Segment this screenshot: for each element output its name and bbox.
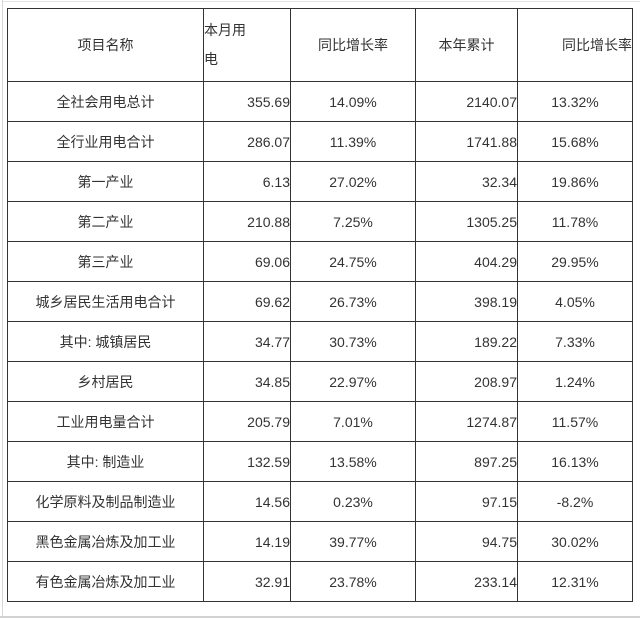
cell-project-name: 其中: 城镇居民 (7, 321, 204, 362)
cell-month-usage: 132.59 (203, 441, 291, 482)
cell-ytd-total: 1741.88 (415, 121, 518, 162)
cell-ytd-total: 2140.07 (415, 81, 518, 122)
cell-ytd-total: 32.34 (415, 161, 518, 202)
cell-project-name: 有色金属冶炼及加工业 (7, 561, 204, 602)
cell-ytd-total: 1274.87 (415, 401, 518, 442)
container-top-edge (2, 1, 640, 2)
cell-month-usage: 32.91 (203, 561, 291, 602)
cell-month-usage: 6.13 (203, 161, 291, 202)
table-row: 化学原料及制品制造业 14.56 0.23% 97.15 -8.2% (7, 481, 633, 522)
cell-project-name: 全社会用电总计 (7, 81, 204, 122)
cell-ytd-total: 1305.25 (415, 201, 518, 242)
cell-project-name: 第一产业 (7, 161, 204, 202)
cell-yoy-growth-2: 15.68% (517, 121, 633, 162)
table-row: 其中: 城镇居民 34.77 30.73% 189.22 7.33% (7, 321, 633, 362)
table-row: 黑色金属冶炼及加工业 14.19 39.77% 94.75 30.02% (7, 521, 633, 562)
cell-yoy-growth-2: 29.95% (517, 241, 633, 282)
table-row: 乡村居民 34.85 22.97% 208.97 1.24% (7, 361, 633, 402)
cell-yoy-growth-2: 4.05% (517, 281, 633, 322)
cell-ytd-total: 97.15 (415, 481, 518, 522)
cell-yoy-growth-2: 1.24% (517, 361, 633, 402)
table-row: 其中: 制造业 132.59 13.58% 897.25 16.13% (7, 441, 633, 482)
cell-ytd-total: 404.29 (415, 241, 518, 282)
cell-month-usage: 205.79 (203, 401, 291, 442)
cell-yoy-growth-2: 12.31% (517, 561, 633, 602)
cell-project-name: 全行业用电合计 (7, 121, 204, 162)
cell-yoy-growth-2: 7.33% (517, 321, 633, 362)
cell-month-usage: 14.19 (203, 521, 291, 562)
cell-yoy-growth-1: 7.25% (290, 201, 416, 242)
electricity-usage-table: 项目名称 本月用 电 同比增长率 本年累计 同比增长率 全社会用电总计 355.… (7, 8, 633, 602)
cell-month-usage: 210.88 (203, 201, 291, 242)
cell-yoy-growth-2: 11.57% (517, 401, 633, 442)
cell-yoy-growth-1: 22.97% (290, 361, 416, 402)
column-header-project-name: 项目名称 (7, 8, 204, 82)
cell-yoy-growth-1: 26.73% (290, 281, 416, 322)
cell-project-name: 乡村居民 (7, 361, 204, 402)
cell-ytd-total: 94.75 (415, 521, 518, 562)
cell-yoy-growth-1: 0.23% (290, 481, 416, 522)
cell-yoy-growth-1: 11.39% (290, 121, 416, 162)
table-row: 第三产业 69.06 24.75% 404.29 29.95% (7, 241, 633, 282)
cell-yoy-growth-1: 13.58% (290, 441, 416, 482)
cell-yoy-growth-2: -8.2% (517, 481, 633, 522)
cell-yoy-growth-2: 13.32% (517, 81, 633, 122)
table-row: 全社会用电总计 355.69 14.09% 2140.07 13.32% (7, 81, 633, 122)
cell-yoy-growth-2: 11.78% (517, 201, 633, 242)
cell-project-name: 黑色金属冶炼及加工业 (7, 521, 204, 562)
cell-month-usage: 34.77 (203, 321, 291, 362)
cell-project-name: 其中: 制造业 (7, 441, 204, 482)
header-row: 项目名称 本月用 电 同比增长率 本年累计 同比增长率 (7, 8, 633, 82)
cell-project-name: 化学原料及制品制造业 (7, 481, 204, 522)
cell-yoy-growth-1: 23.78% (290, 561, 416, 602)
table-row: 城乡居民生活用电合计 69.62 26.73% 398.19 4.05% (7, 281, 633, 322)
column-header-month-usage: 本月用 电 (203, 8, 291, 82)
cell-ytd-total: 189.22 (415, 321, 518, 362)
cell-month-usage: 355.69 (203, 81, 291, 122)
container-left-edge (2, 0, 3, 618)
column-header-yoy-growth-1: 同比增长率 (290, 8, 416, 82)
cell-project-name: 第三产业 (7, 241, 204, 282)
cell-yoy-growth-1: 30.73% (290, 321, 416, 362)
cell-project-name: 第二产业 (7, 201, 204, 242)
table-row: 第一产业 6.13 27.02% 32.34 19.86% (7, 161, 633, 202)
cell-yoy-growth-2: 16.13% (517, 441, 633, 482)
cell-month-usage: 69.62 (203, 281, 291, 322)
cell-yoy-growth-1: 27.02% (290, 161, 416, 202)
cell-ytd-total: 897.25 (415, 441, 518, 482)
column-header-yoy-growth-2: 同比增长率 (517, 8, 633, 82)
cell-project-name: 城乡居民生活用电合计 (7, 281, 204, 322)
cell-ytd-total: 208.97 (415, 361, 518, 402)
cell-ytd-total: 398.19 (415, 281, 518, 322)
cell-ytd-total: 233.14 (415, 561, 518, 602)
container-bottom-edge (0, 616, 640, 618)
cell-yoy-growth-1: 24.75% (290, 241, 416, 282)
table-header: 项目名称 本月用 电 同比增长率 本年累计 同比增长率 (7, 8, 633, 82)
cell-month-usage: 14.56 (203, 481, 291, 522)
column-header-ytd-total: 本年累计 (415, 8, 518, 82)
cell-yoy-growth-2: 30.02% (517, 521, 633, 562)
cell-month-usage: 69.06 (203, 241, 291, 282)
cell-yoy-growth-1: 39.77% (290, 521, 416, 562)
table-row: 有色金属冶炼及加工业 32.91 23.78% 233.14 12.31% (7, 561, 633, 602)
table-body: 全社会用电总计 355.69 14.09% 2140.07 13.32% 全行业… (7, 81, 633, 602)
table-row: 全行业用电合计 286.07 11.39% 1741.88 15.68% (7, 121, 633, 162)
cell-project-name: 工业用电量合计 (7, 401, 204, 442)
cell-month-usage: 286.07 (203, 121, 291, 162)
cell-month-usage: 34.85 (203, 361, 291, 402)
cell-yoy-growth-2: 19.86% (517, 161, 633, 202)
table-row: 工业用电量合计 205.79 7.01% 1274.87 11.57% (7, 401, 633, 442)
cell-yoy-growth-1: 7.01% (290, 401, 416, 442)
table-row: 第二产业 210.88 7.25% 1305.25 11.78% (7, 201, 633, 242)
cell-yoy-growth-1: 14.09% (290, 81, 416, 122)
